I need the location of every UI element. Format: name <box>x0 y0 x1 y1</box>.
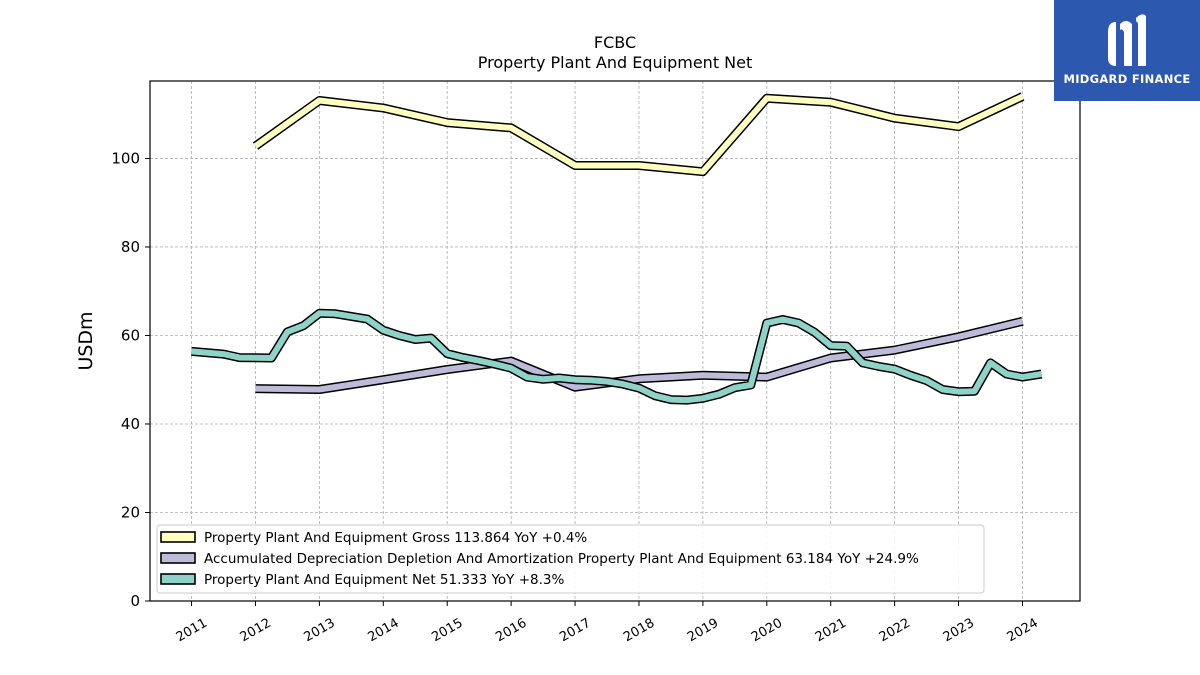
logo-wordmark: MIDGARD FINANCE <box>1063 72 1191 86</box>
legend-swatch <box>160 552 196 564</box>
legend-entry: Property Plant And Equipment Gross 113.8… <box>204 530 587 546</box>
y-tick-label: 100 <box>111 149 140 167</box>
series-line <box>191 310 1043 404</box>
x-tick-label: 2013 <box>302 616 338 646</box>
x-tick-label: 2011 <box>174 616 210 646</box>
legend-entry: Accumulated Depreciation Depletion And A… <box>204 551 919 567</box>
series-line <box>253 93 1024 175</box>
plot-area-frame <box>149 80 1081 602</box>
y-tick-label: 60 <box>121 326 140 344</box>
x-tick-label: 2018 <box>621 616 657 646</box>
legend-swatch <box>160 573 196 585</box>
x-tick-label: 2015 <box>429 616 465 646</box>
y-tick-label: 80 <box>121 238 140 256</box>
x-tick-label: 2019 <box>685 616 721 646</box>
midgard-logo-icon <box>1108 14 1146 66</box>
chart-title: FCBC <box>594 33 636 52</box>
y-tick-label: 40 <box>121 415 140 433</box>
x-tick-label: 2014 <box>365 616 401 646</box>
y-axis-label: USDm <box>75 311 97 370</box>
x-tick-label: 2016 <box>493 616 529 646</box>
x-tick-label: 2023 <box>941 616 977 646</box>
x-tick-label: 2020 <box>749 616 785 646</box>
series-line <box>255 318 1024 393</box>
x-tick-label: 2024 <box>1005 616 1041 646</box>
chart-subtitle: Property Plant And Equipment Net <box>478 53 753 72</box>
y-tick-label: 20 <box>121 503 140 521</box>
y-tick-label: 0 <box>130 592 140 610</box>
legend-entry: Property Plant And Equipment Net 51.333 … <box>204 572 564 588</box>
series-lines <box>191 92 1043 405</box>
legend-box <box>156 524 985 594</box>
x-tick-label: 2012 <box>238 616 274 646</box>
x-tick-label: 2017 <box>557 616 593 646</box>
x-tick-label: 2021 <box>813 616 849 646</box>
midgard-finance-logo: MIDGARD FINANCE <box>1054 0 1200 101</box>
legend: Property Plant And Equipment Gross 113.8… <box>156 524 985 594</box>
x-tick-label: 2022 <box>877 616 913 646</box>
legend-swatch <box>160 531 196 543</box>
